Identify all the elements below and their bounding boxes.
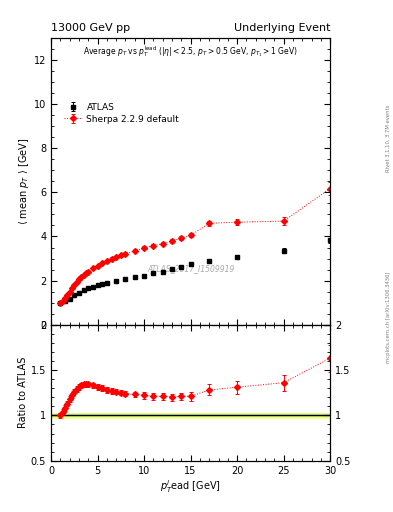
Text: Rivet 3.1.10, 3.7M events: Rivet 3.1.10, 3.7M events [386,104,391,172]
Y-axis label: Ratio to ATLAS: Ratio to ATLAS [18,357,28,429]
X-axis label: $p_T^l$ead [GeV]: $p_T^l$ead [GeV] [160,478,221,495]
Text: Underlying Event: Underlying Event [233,23,330,33]
Bar [51,415,330,416]
Text: ATLAS_2017_I1509919: ATLAS_2017_I1509919 [147,264,234,273]
Legend: ATLAS, Sherpa 2.2.9 default: ATLAS, Sherpa 2.2.9 default [61,100,182,126]
Text: Average $p_T$ vs $p_T^{\mathrm{lead}}$ ($|\eta| < 2.5$, $p_T > 0.5$ GeV, $p_{T_1: Average $p_T$ vs $p_T^{\mathrm{lead}}$ (… [83,44,298,59]
Text: mcplots.cern.ch [arXiv:1306.3436]: mcplots.cern.ch [arXiv:1306.3436] [386,272,391,363]
Bar [51,413,330,418]
Y-axis label: $\langle$ mean $p_T$ $\rangle$ [GeV]: $\langle$ mean $p_T$ $\rangle$ [GeV] [17,138,31,225]
Text: 13000 GeV pp: 13000 GeV pp [51,23,130,33]
